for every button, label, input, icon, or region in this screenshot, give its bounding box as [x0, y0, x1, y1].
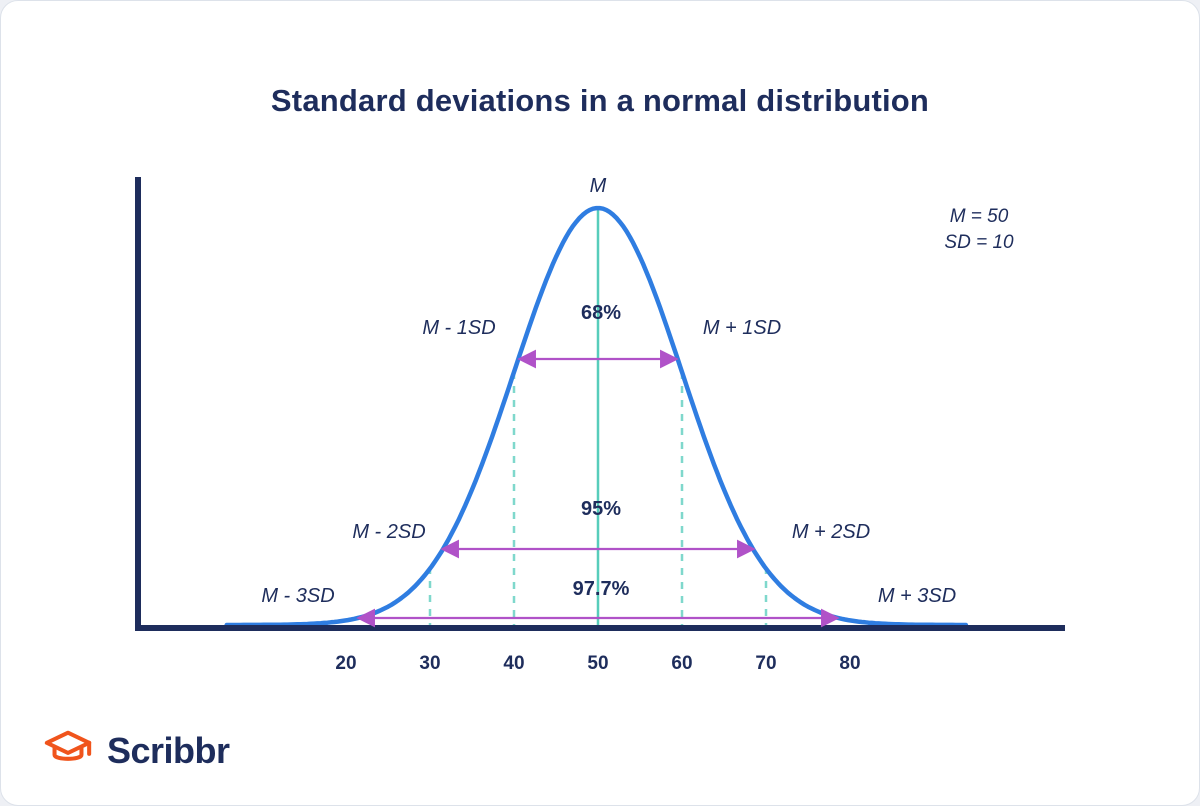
label-plus-3sd: M + 3SD	[878, 585, 956, 607]
x-tick-60: 60	[671, 653, 692, 674]
label-plus-1sd: M + 1SD	[703, 317, 781, 339]
x-tick-40: 40	[503, 653, 524, 674]
bell-curve	[224, 205, 969, 628]
x-tick-70: 70	[755, 653, 776, 674]
mean-label: M	[590, 175, 607, 197]
x-tick-30: 30	[419, 653, 440, 674]
pct-95: 95%	[581, 498, 621, 520]
label-minus-2sd: M - 2SD	[352, 521, 425, 543]
pct-68: 68%	[581, 302, 621, 324]
axes	[135, 177, 1065, 631]
pct-977: 97.7%	[573, 578, 630, 600]
x-tick-50: 50	[587, 653, 608, 674]
note-sd: SD = 10	[944, 232, 1014, 253]
x-tick-labels: 20 30 40 50 60 70 80	[335, 653, 860, 674]
label-minus-1sd: M - 1SD	[422, 317, 495, 339]
x-tick-20: 20	[335, 653, 356, 674]
scribbr-logo: Scribbr	[43, 725, 230, 777]
scribbr-logo-icon	[44, 730, 92, 761]
x-tick-80: 80	[839, 653, 860, 674]
scribbr-wordmark: Scribbr	[107, 730, 230, 771]
chart-title: Standard deviations in a normal distribu…	[270, 83, 930, 118]
note-mean: M = 50	[950, 206, 1009, 227]
label-plus-2sd: M + 2SD	[792, 521, 870, 543]
label-minus-3sd: M - 3SD	[261, 585, 334, 607]
